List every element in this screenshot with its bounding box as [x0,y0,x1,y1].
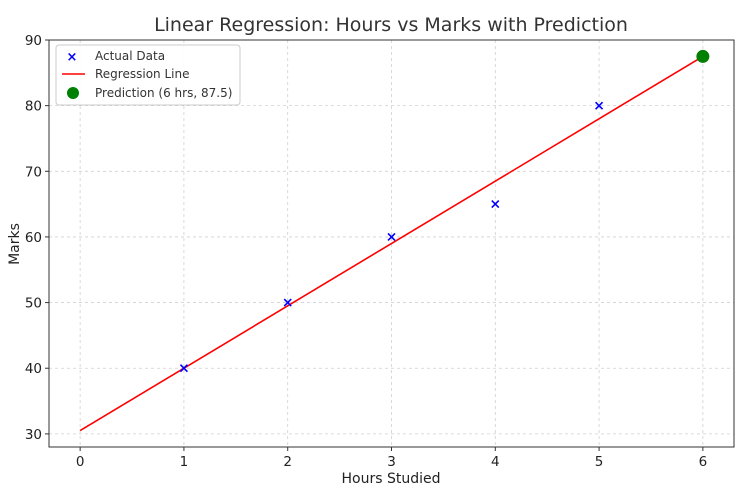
data-point-stroke [179,364,188,373]
y-tick-label: 60 [25,230,42,246]
data-point-stroke [283,298,292,307]
legend-label-prediction: Prediction (6 hrs, 87.5) [95,86,232,100]
x-tick-label: 1 [180,454,189,470]
data-point-stroke [491,200,500,209]
x-tick-label: 3 [387,454,396,470]
y-tick-label: 50 [25,296,42,312]
y-tick-label: 30 [25,427,42,443]
data-point-actual [283,298,292,307]
data-point-stroke [387,232,396,242]
y-axis-ticks: 30 40 50 60 70 80 90 [25,33,49,443]
x-tick-label: 4 [491,454,500,470]
x-tick-label: 0 [76,454,85,470]
data-point-actual [595,101,604,110]
x-tick-label: 6 [699,454,708,470]
data-point-actual [179,364,188,373]
data-point-stroke [595,101,604,110]
y-tick-label: 70 [25,164,42,180]
legend: × Actual Data Regression Line Prediction… [55,44,241,106]
legend-marker-prediction [67,87,79,99]
x-axis-label: Hours Studied [342,471,441,487]
y-axis-label: Marks [7,223,23,265]
chart-title: Linear Regression: Hours vs Marks with P… [154,14,628,36]
prediction-point [696,49,710,63]
y-tick-label: 40 [25,361,42,377]
data-point-actual [491,200,500,209]
legend-marker-actual-data: × [67,50,78,65]
x-axis-ticks: 0 1 2 3 4 5 6 [76,447,707,470]
data-point-actual [387,232,396,242]
x-tick-label: 5 [595,454,604,470]
legend-label-regression-line: Regression Line [95,67,189,81]
y-tick-label: 80 [25,99,42,115]
y-tick-label: 90 [25,33,42,49]
series-layer [79,49,710,432]
legend-box [55,44,241,106]
x-tick-label: 2 [283,454,292,470]
legend-label-actual-data: Actual Data [95,49,165,63]
